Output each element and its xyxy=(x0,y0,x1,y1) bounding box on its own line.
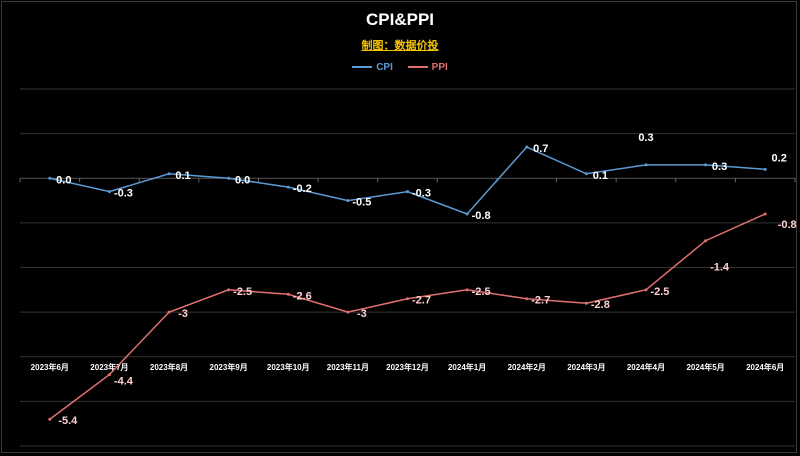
cpi-data-label: 0.3 xyxy=(712,161,727,173)
cpi-data-label: 0.3 xyxy=(638,132,653,144)
ppi-data-label: -1.4 xyxy=(710,262,730,274)
legend: CPI PPI xyxy=(0,62,800,73)
ppi-data-label: -4.4 xyxy=(114,376,134,388)
ppi-data-label: -3 xyxy=(178,308,188,320)
cpi-data-label: 0.0 xyxy=(235,174,250,186)
cpi-data-label: -0.2 xyxy=(293,183,312,195)
ppi-point xyxy=(644,288,648,292)
x-tick-label: 2023年10月 xyxy=(267,362,310,372)
ppi-data-label: -2.7 xyxy=(531,295,550,307)
cpi-point xyxy=(286,185,290,189)
ppi-line xyxy=(49,213,766,420)
x-tick-label: 2023年11月 xyxy=(327,362,369,372)
cpi-data-label: 0.0 xyxy=(56,174,71,186)
x-tick-label: 2023年12月 xyxy=(386,362,429,372)
cpi-point xyxy=(167,172,171,176)
x-tick-label: 2024年6月 xyxy=(746,362,784,372)
legend-label-cpi: CPI xyxy=(376,62,393,73)
legend-swatch-ppi xyxy=(407,66,428,69)
cpi-point xyxy=(704,163,708,167)
ppi-data-label: -2.6 xyxy=(293,290,312,302)
cpi-point xyxy=(584,172,588,176)
ppi-point xyxy=(107,373,111,377)
x-tick-label: 2023年7月 xyxy=(90,362,128,372)
cpi-data-label: 0.2 xyxy=(772,152,787,164)
chart-subtitle: 制图：数据价投 xyxy=(361,40,439,52)
legend-item-cpi: CPI xyxy=(352,62,393,73)
x-tick-label: 2024年3月 xyxy=(567,362,605,372)
cpi-point xyxy=(406,190,409,194)
ppi-point xyxy=(584,301,588,305)
x-tick-label: 2024年1月 xyxy=(448,362,486,372)
legend-swatch-cpi xyxy=(352,66,373,69)
chart-title: CPI&PPI xyxy=(365,10,435,29)
x-tick-label: 2023年9月 xyxy=(210,362,248,372)
ppi-point xyxy=(227,288,231,292)
cpi-point xyxy=(227,176,231,180)
ppi-point xyxy=(167,310,171,314)
ppi-data-label: -2.5 xyxy=(650,286,669,298)
cpi-point xyxy=(525,145,529,149)
legend-item-ppi: PPI xyxy=(407,62,448,73)
x-tick-label: 2024年5月 xyxy=(686,362,724,372)
ppi-point xyxy=(48,417,52,421)
cpi-point xyxy=(644,163,648,167)
x-tick-label: 2024年4月 xyxy=(627,362,665,372)
ppi-data-label: -0.8 xyxy=(778,219,797,231)
ppi-data-label: -3 xyxy=(357,308,367,320)
cpi-data-label: -0.8 xyxy=(472,210,491,222)
cpi-point xyxy=(465,212,469,216)
cpi-data-label: -0.3 xyxy=(412,188,431,200)
ppi-point xyxy=(406,297,409,301)
ppi-point xyxy=(704,239,708,243)
ppi-point xyxy=(286,292,290,296)
x-tick-label: 2024年2月 xyxy=(508,362,546,372)
ppi-data-label: -5.4 xyxy=(58,415,78,427)
cpi-line xyxy=(49,146,766,215)
cpi-data-label: -0.5 xyxy=(352,197,371,209)
ppi-point xyxy=(465,288,469,292)
legend-label-ppi: PPI xyxy=(431,62,448,73)
ppi-data-label: -2.7 xyxy=(412,295,431,307)
ppi-data-label: -2.5 xyxy=(472,286,491,298)
cpi-point xyxy=(48,176,52,180)
cpi-point xyxy=(346,199,350,203)
cpi-point xyxy=(763,167,767,171)
cpi-point xyxy=(107,190,111,194)
cpi-data-label: -0.3 xyxy=(114,188,133,200)
ppi-point xyxy=(525,297,529,301)
x-tick-label: 2023年6月 xyxy=(31,362,69,372)
cpi-data-label: 0.1 xyxy=(593,170,608,182)
ppi-data-label: -2.8 xyxy=(591,299,610,311)
ppi-data-label: -2.5 xyxy=(233,286,252,298)
cpi-data-label: 0.1 xyxy=(175,170,190,182)
cpi-data-label: 0.7 xyxy=(533,143,548,155)
ppi-point xyxy=(346,310,350,314)
ppi-point xyxy=(763,212,767,216)
x-tick-label: 2023年8月 xyxy=(150,362,188,372)
